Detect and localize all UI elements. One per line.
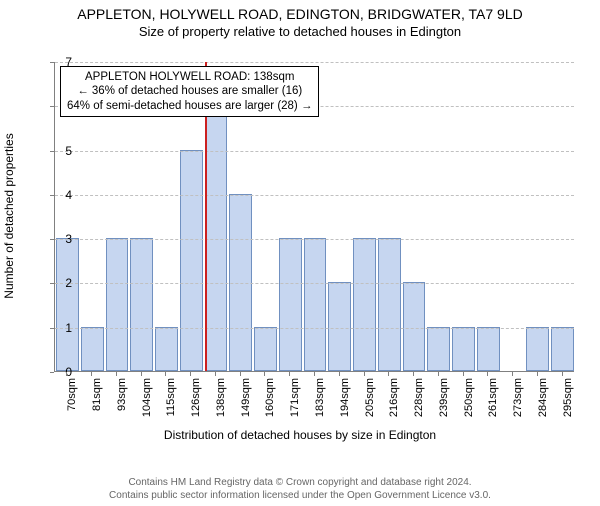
y-tick-mark (50, 195, 54, 196)
x-tick-label: 228sqm (413, 378, 425, 428)
x-tick-mark (413, 372, 414, 376)
y-tick-label: 4 (54, 188, 72, 202)
y-tick-label: 5 (54, 144, 72, 158)
x-tick-mark (240, 372, 241, 376)
bar (378, 238, 401, 371)
x-tick-label: 93sqm (116, 378, 128, 428)
x-tick-mark (438, 372, 439, 376)
y-tick-label: 3 (54, 232, 72, 246)
bar (155, 327, 178, 371)
x-tick-label: 250sqm (463, 378, 475, 428)
annotation-line-3: 64% of semi-detached houses are larger (… (67, 99, 312, 113)
bar (452, 327, 475, 371)
bar (106, 238, 129, 371)
footer-line-2: Contains public sector information licen… (0, 489, 600, 502)
x-tick-mark (537, 372, 538, 376)
annotation-line-2: ← 36% of detached houses are smaller (16… (67, 84, 312, 98)
x-tick-label: 284sqm (537, 378, 549, 428)
footer-attribution: Contains HM Land Registry data © Crown c… (0, 476, 600, 502)
gridline (55, 62, 574, 63)
annotation-line-1: APPLETON HOLYWELL ROAD: 138sqm (67, 70, 312, 84)
x-tick-label: 70sqm (66, 378, 78, 428)
bar (279, 238, 302, 371)
x-tick-mark (314, 372, 315, 376)
y-tick-mark (50, 239, 54, 240)
y-tick-mark (50, 62, 54, 63)
x-tick-mark (364, 372, 365, 376)
bar (205, 105, 228, 371)
x-tick-label: 171sqm (289, 378, 301, 428)
x-tick-mark (66, 372, 67, 376)
x-tick-label: 261sqm (487, 378, 499, 428)
x-tick-label: 183sqm (314, 378, 326, 428)
x-tick-label: 149sqm (240, 378, 252, 428)
footer-line-1: Contains HM Land Registry data © Crown c… (0, 476, 600, 489)
x-tick-mark (463, 372, 464, 376)
x-tick-mark (116, 372, 117, 376)
x-tick-label: 160sqm (264, 378, 276, 428)
x-axis-label: Distribution of detached houses by size … (0, 428, 600, 442)
y-tick-label: 2 (54, 276, 72, 290)
x-tick-label: 295sqm (562, 378, 574, 428)
gridline (55, 283, 574, 284)
y-tick-mark (50, 283, 54, 284)
annotation-box: APPLETON HOLYWELL ROAD: 138sqm← 36% of d… (60, 66, 319, 117)
bar (254, 327, 277, 371)
x-tick-label: 216sqm (388, 378, 400, 428)
bar (551, 327, 574, 371)
x-tick-label: 239sqm (438, 378, 450, 428)
x-tick-mark (562, 372, 563, 376)
bar (56, 238, 79, 371)
chart-area: Number of detached properties 01234567 7… (0, 56, 600, 436)
x-tick-mark (141, 372, 142, 376)
x-tick-mark (512, 372, 513, 376)
x-tick-mark (91, 372, 92, 376)
bar (353, 238, 376, 371)
x-tick-label: 194sqm (339, 378, 351, 428)
x-tick-mark (339, 372, 340, 376)
y-tick-mark (50, 151, 54, 152)
bar (180, 150, 203, 371)
x-tick-mark (487, 372, 488, 376)
x-tick-mark (289, 372, 290, 376)
x-tick-mark (388, 372, 389, 376)
bar (81, 327, 104, 371)
x-tick-mark (165, 372, 166, 376)
bar (477, 327, 500, 371)
x-tick-mark (215, 372, 216, 376)
bar (304, 238, 327, 371)
x-tick-label: 115sqm (165, 378, 177, 428)
chart-subtitle: Size of property relative to detached ho… (0, 24, 600, 39)
x-tick-label: 273sqm (512, 378, 524, 428)
gridline (55, 328, 574, 329)
gridline (55, 239, 574, 240)
y-tick-label: 0 (54, 365, 72, 379)
bar (229, 194, 252, 371)
y-tick-mark (50, 372, 54, 373)
x-tick-label: 126sqm (190, 378, 202, 428)
x-tick-label: 81sqm (91, 378, 103, 428)
x-tick-label: 138sqm (215, 378, 227, 428)
y-tick-mark (50, 328, 54, 329)
x-tick-label: 205sqm (364, 378, 376, 428)
bar (526, 327, 549, 371)
y-tick-label: 1 (54, 321, 72, 335)
y-axis-label: Number of detached properties (2, 133, 16, 298)
y-tick-mark (50, 106, 54, 107)
chart-title: APPLETON, HOLYWELL ROAD, EDINGTON, BRIDG… (0, 6, 600, 22)
x-tick-label: 104sqm (141, 378, 153, 428)
gridline (55, 151, 574, 152)
x-tick-mark (190, 372, 191, 376)
bar (427, 327, 450, 371)
gridline (55, 195, 574, 196)
bar (130, 238, 153, 371)
x-tick-mark (264, 372, 265, 376)
